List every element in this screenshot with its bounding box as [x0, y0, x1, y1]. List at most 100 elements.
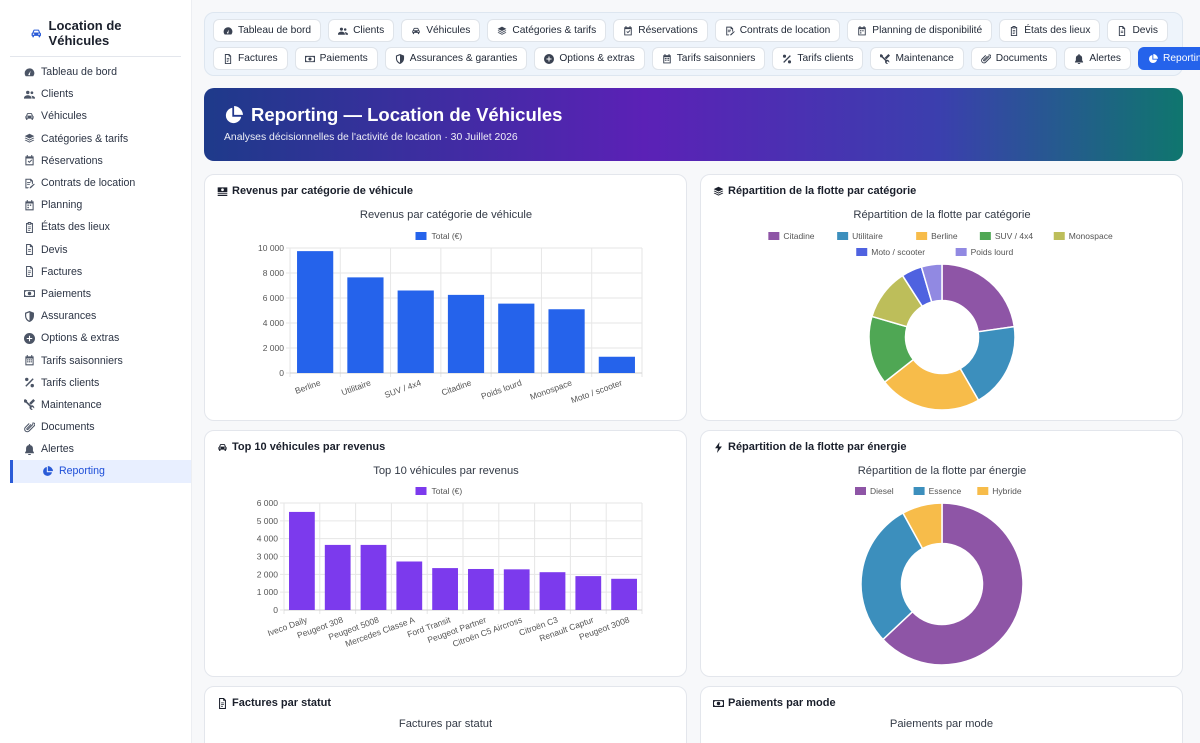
- sidebar-item-tableau-de-bord[interactable]: Tableau de bord: [0, 61, 191, 83]
- sidebar-item-alertes[interactable]: Alertes: [0, 438, 191, 460]
- calendar-icon: [858, 25, 867, 35]
- sidebar-brand[interactable]: Location de Véhicules: [10, 0, 181, 57]
- tab-reservations[interactable]: Réservations: [613, 19, 708, 42]
- tab-planning-de-disponibilite[interactable]: Planning de disponibilité: [847, 19, 993, 42]
- sidebar-item-clients[interactable]: Clients: [0, 83, 191, 105]
- tab-categories-tarifs[interactable]: Catégories & tarifs: [487, 19, 607, 42]
- bar: [297, 251, 334, 373]
- pie-chart-icon: [43, 465, 53, 476]
- money-icon: [24, 290, 35, 298]
- tab-tarifs-clients[interactable]: Tarifs clients: [772, 47, 864, 70]
- tab-label: Tarifs clients: [797, 53, 854, 64]
- chart-title: Répartition de la flotte par énergie: [858, 465, 1027, 477]
- sidebar-item-etats-des-lieux[interactable]: États des lieux: [0, 216, 191, 238]
- page-subtitle: Analyses décisionnelles de l'activité de…: [224, 132, 518, 143]
- bar: [360, 544, 387, 610]
- tab-clients[interactable]: Clients: [328, 19, 395, 42]
- top10-vehicles-chart: Top 10 véhicules par revenus Total (€) 0 1 …: [257, 465, 643, 649]
- tab-label: Tarifs saisonniers: [676, 53, 756, 64]
- legend-label: Monospace: [1069, 231, 1113, 241]
- tools-icon: [880, 53, 891, 64]
- file-icon: [1119, 25, 1126, 36]
- card-revenue-by-category: Revenus par catégorie de véhicule Revenu…: [204, 174, 687, 421]
- tab-options-extras[interactable]: Options & extras: [534, 47, 645, 70]
- legend-swatch: [837, 232, 849, 240]
- plus-circle-icon: [544, 53, 555, 64]
- card-title: Top 10 véhicules par revenus: [217, 441, 385, 453]
- x-tick-label: Utilitaire: [340, 377, 373, 397]
- sidebar-item-contrats-de-location[interactable]: Contrats de location: [0, 172, 191, 194]
- legend-label: Total (€): [432, 486, 463, 496]
- sidebar-item-label: Tableau de bord: [41, 66, 117, 79]
- sidebar-item-documents[interactable]: Documents: [0, 416, 191, 438]
- x-tick-label: Citadine: [440, 377, 473, 397]
- tab-label: Assurances & garanties: [409, 53, 518, 64]
- sidebar-item-paiements[interactable]: Paiements: [0, 283, 191, 305]
- tab-paiements[interactable]: Paiements: [294, 47, 378, 70]
- tab-devis[interactable]: Devis: [1107, 19, 1168, 42]
- tab-label: Contrats de location: [739, 25, 831, 36]
- sidebar-item-maintenance[interactable]: Maintenance: [0, 394, 191, 416]
- legend-swatch: [913, 487, 925, 495]
- sidebar-item-label: Alertes: [41, 443, 74, 456]
- sidebar-item-label: Paiements: [41, 287, 92, 300]
- sidebar-item-assurances[interactable]: Assurances: [0, 305, 191, 327]
- calendar-check-icon: [25, 155, 34, 166]
- sidebar-item-tarifs-saisonniers[interactable]: Tarifs saisonniers: [0, 349, 191, 371]
- card-title: Répartition de la flotte par énergie: [713, 441, 906, 453]
- shield-icon: [25, 310, 34, 322]
- page-header-banner: Reporting — Location de Véhicules Analys…: [204, 88, 1183, 161]
- layers-icon: [713, 186, 724, 196]
- bar: [539, 572, 566, 610]
- sidebar-item-factures[interactable]: Factures: [0, 261, 191, 283]
- sidebar-item-planning[interactable]: Planning: [0, 194, 191, 216]
- y-tick-label: 0: [279, 368, 284, 378]
- sidebar-item-reporting[interactable]: Reporting: [10, 460, 191, 483]
- sidebar-item-label: Options & extras: [41, 332, 120, 345]
- sidebar-item-reservations[interactable]: Réservations: [0, 150, 191, 172]
- y-tick-label: 3 000: [257, 552, 279, 562]
- legend-swatch: [1053, 232, 1065, 240]
- tab-etats-des-lieux[interactable]: États des lieux: [999, 19, 1101, 42]
- tab-assurances-garanties[interactable]: Assurances & garanties: [384, 47, 528, 70]
- tab-factures[interactable]: Factures: [213, 47, 288, 70]
- sidebar-item-categories-tarifs[interactable]: Catégories & tarifs: [0, 128, 191, 150]
- bar: [432, 568, 458, 610]
- tab-label: Factures: [238, 53, 278, 64]
- bar: [611, 578, 637, 610]
- paperclip-icon: [24, 422, 35, 432]
- money-stack-icon: [217, 186, 228, 196]
- page-title-text: Reporting — Location de Véhicules: [251, 104, 563, 125]
- sidebar-item-label: Réservations: [41, 154, 103, 167]
- sidebar-item-options-extras[interactable]: Options & extras: [0, 327, 191, 349]
- card-title-text: Revenus par catégorie de véhicule: [232, 185, 413, 197]
- sidebar-item-tarifs-clients[interactable]: Tarifs clients: [0, 372, 191, 394]
- fleet-by-category-chart: Répartition de la flotte par catégorie Ci…: [768, 209, 1113, 411]
- chart-legend: Total (€): [415, 231, 462, 241]
- tab-alertes[interactable]: Alertes: [1064, 47, 1132, 70]
- bar: [447, 294, 485, 373]
- y-tick-label: 2 000: [263, 343, 285, 353]
- bar: [503, 569, 530, 610]
- tab-label: Catégories & tarifs: [512, 25, 597, 36]
- pie-slice: [920, 263, 943, 303]
- sidebar-item-devis[interactable]: Devis: [0, 239, 191, 261]
- legend-label: Berline: [931, 231, 958, 241]
- bar: [598, 356, 635, 373]
- tab-tableau-de-bord[interactable]: Tableau de bord: [213, 19, 322, 42]
- tab-contrats-de-location[interactable]: Contrats de location: [714, 19, 841, 42]
- money-icon: [713, 699, 724, 707]
- contract-icon: [725, 26, 735, 35]
- tab-vehicules[interactable]: Véhicules: [401, 19, 481, 42]
- tab-tarifs-saisonniers[interactable]: Tarifs saisonniers: [651, 47, 766, 70]
- car-icon: [25, 113, 34, 120]
- tab-reporting[interactable]: Reporting: [1138, 47, 1200, 70]
- sidebar-item-vehicules[interactable]: Véhicules: [0, 105, 191, 127]
- pie-slice: [901, 502, 943, 550]
- bar: [289, 511, 315, 610]
- tab-label: Véhicules: [426, 25, 471, 36]
- tab-documents[interactable]: Documents: [970, 47, 1058, 70]
- card-title-text: Répartition de la flotte par énergie: [728, 441, 907, 453]
- tab-maintenance[interactable]: Maintenance: [870, 47, 964, 70]
- sidebar-item-label: États des lieux: [41, 221, 110, 234]
